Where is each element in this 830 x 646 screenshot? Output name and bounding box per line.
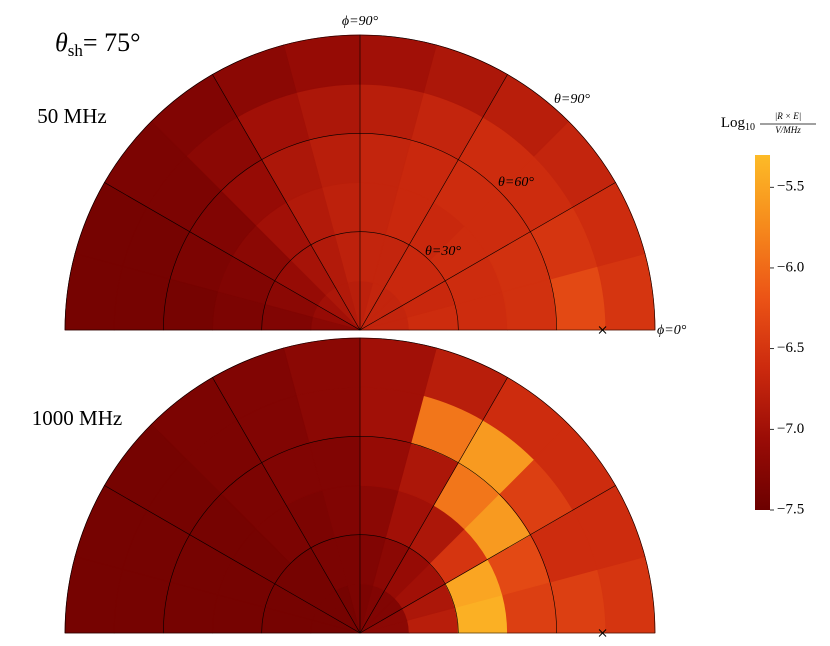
phi-grid-spoke [104,485,361,634]
heatmap-cell [359,34,437,94]
heatmap-cell [64,556,124,634]
heatmap-cell [596,556,656,634]
colorbar-tick-label: −7.5 [777,501,804,517]
colorbar-tick-label: −6.0 [777,259,804,275]
angle-label: ϕ=0° [657,323,687,338]
phi-grid-spoke [359,377,508,634]
heatmap-cell [283,337,361,397]
heatmap [64,34,656,331]
marker [598,326,607,334]
phi-grid-spoke [212,74,361,331]
phi-grid-spoke [359,182,616,331]
phi-grid-spoke [359,485,616,634]
heatmap-cell [359,337,437,397]
angle-label: θ=60° [498,175,534,190]
phi-grid-spoke [104,182,361,331]
heatmap-cell [283,34,361,94]
colorbar-tick-label: −6.5 [777,340,804,356]
title: θsh= 75° [55,28,140,60]
colorbar-label-numerator: |R × E| [775,111,802,121]
angle-label: ϕ=90° [342,14,379,29]
phi-grid-spoke [359,74,508,331]
panel-label: 50 MHz [37,104,106,128]
heatmap-cell [64,253,124,331]
colorbar-tick-label: −5.5 [777,179,804,195]
heatmap [64,337,656,634]
marker [598,629,607,637]
colorbar [755,155,770,510]
angle-label: θ=90° [554,92,590,107]
panel-label: 1000 MHz [32,406,122,430]
heatmap-cell [596,253,656,331]
colorbar-tick-label: −7.0 [777,421,804,437]
phi-grid-spoke [212,377,361,634]
angle-label: θ=30° [425,244,461,259]
colorbar-label-denominator: V/MHz [775,125,801,135]
colorbar-label: Log10 [721,115,755,133]
